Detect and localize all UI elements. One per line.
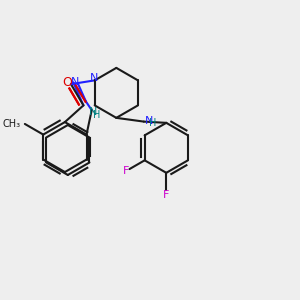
Text: H: H [93,110,101,119]
Text: N: N [70,77,79,87]
Text: N: N [89,107,98,118]
Text: F: F [122,166,129,176]
Text: CH₃: CH₃ [2,119,20,129]
Text: O: O [62,76,72,89]
Text: N: N [145,116,153,126]
Text: N: N [90,73,98,83]
Text: H: H [149,118,157,128]
Text: F: F [163,190,170,200]
